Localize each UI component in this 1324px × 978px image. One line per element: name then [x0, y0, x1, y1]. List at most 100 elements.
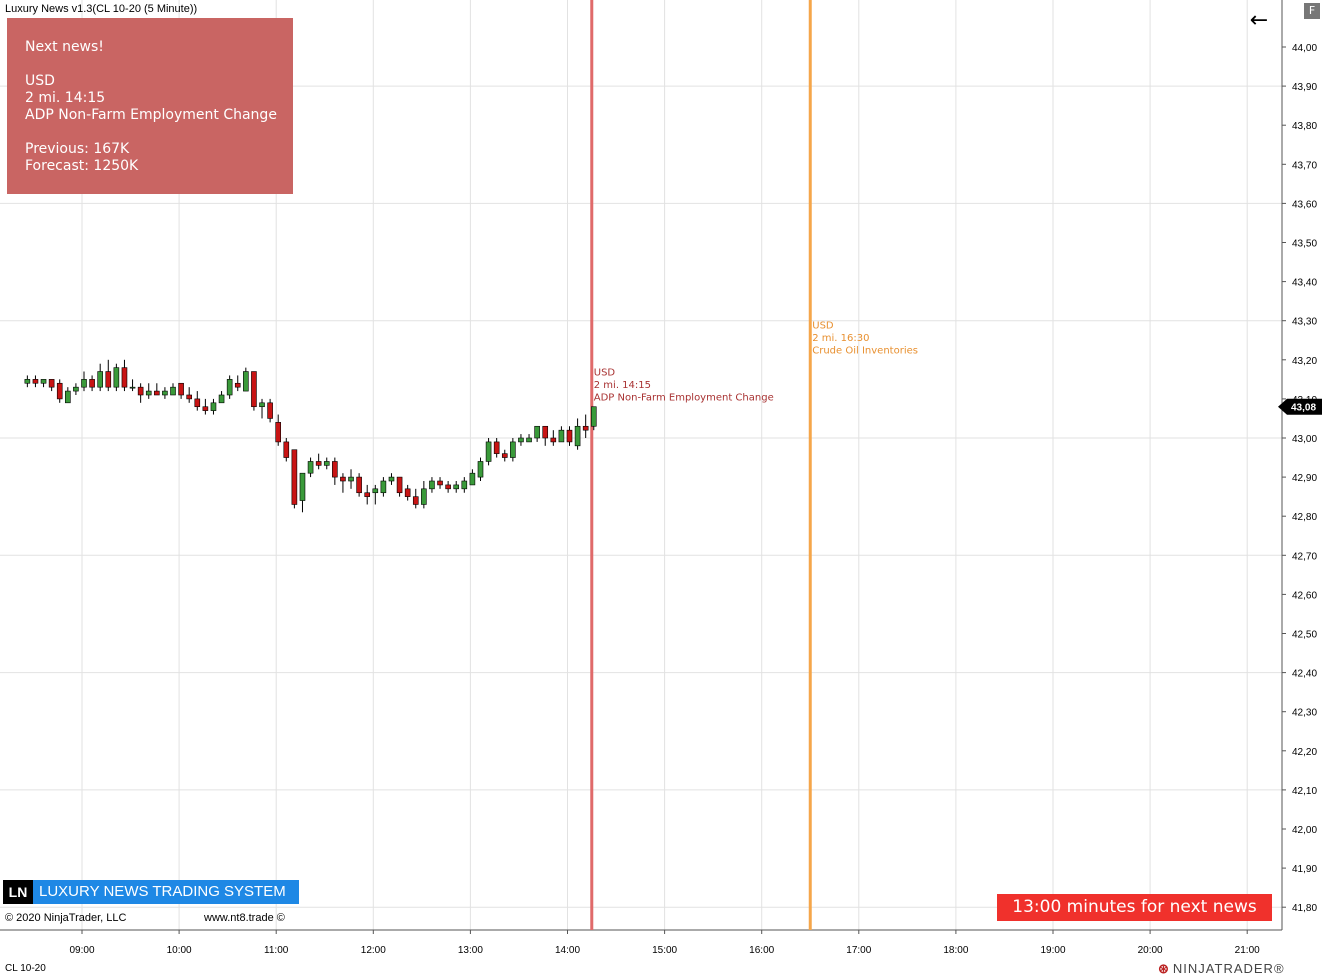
candle-body	[485, 441, 492, 462]
next-news-heading: Next news!	[25, 39, 104, 55]
candle-body	[234, 382, 241, 388]
news-event-label: ADP Non-Farm Employment Change	[594, 392, 774, 403]
candle-body	[283, 441, 290, 458]
candle-body	[461, 480, 468, 490]
x-tick-label: 09:00	[69, 945, 94, 956]
candle-body	[291, 449, 298, 505]
x-tick-label: 18:00	[943, 945, 968, 956]
candle-body	[226, 379, 233, 396]
y-tick-label: 42,00	[1292, 825, 1317, 836]
y-tick-label: 42,20	[1292, 747, 1317, 758]
registered-mark: ®	[1273, 961, 1285, 976]
current-price-label: 43,08	[1291, 403, 1316, 414]
f-button[interactable]: F	[1304, 3, 1320, 19]
candle-body	[129, 386, 136, 389]
y-tick-label: 44,00	[1292, 43, 1317, 54]
candle-body	[477, 461, 484, 478]
y-tick-label: 43,40	[1292, 278, 1317, 289]
candle-body	[56, 382, 63, 400]
current-price-marker	[1278, 398, 1322, 415]
candle-body	[218, 394, 225, 404]
candle-body	[340, 476, 346, 482]
arrow-left-icon[interactable]: ←	[1249, 8, 1269, 33]
y-tick-label: 42,10	[1292, 786, 1317, 797]
y-tick-label: 42,60	[1292, 590, 1317, 601]
y-tick-label: 43,60	[1292, 199, 1317, 210]
x-tick-label: 21:00	[1235, 945, 1260, 956]
y-tick-label: 41,90	[1292, 864, 1317, 875]
x-tick-label: 14:00	[555, 945, 580, 956]
candle-body	[542, 425, 549, 439]
ninjatrader-logo: ⊛ NINJATRADER®	[1158, 961, 1285, 977]
news-event-label: 2 mi. 14:15	[594, 380, 651, 391]
candle-body	[210, 402, 217, 411]
y-tick-label: 42,70	[1292, 551, 1317, 562]
candle-body	[186, 394, 192, 400]
candle-body	[388, 476, 395, 482]
instrument-label: CL 10-20	[5, 963, 46, 974]
x-tick-label: 15:00	[652, 945, 677, 956]
ninjatrader-logo-text: NINJATRADER	[1172, 961, 1274, 976]
next-news-datetime: 2 mi. 14:15	[25, 90, 106, 106]
y-tick-label: 42,90	[1292, 473, 1317, 484]
candle-body	[275, 422, 282, 443]
candle-body	[170, 386, 176, 396]
candle-body	[162, 390, 168, 396]
candle-body	[315, 461, 322, 466]
candle-body	[364, 492, 371, 497]
candle-body	[178, 382, 184, 396]
brand-banner: LN LUXURY NEWS TRADING SYSTEM	[3, 880, 299, 904]
candle-body	[372, 488, 379, 494]
candle-body	[81, 379, 87, 388]
y-tick-label: 43,30	[1292, 317, 1317, 328]
y-tick-label: 43,90	[1292, 82, 1317, 93]
candle-body	[453, 484, 460, 490]
candle-body	[469, 472, 476, 486]
candle-body	[97, 371, 103, 388]
candle-body	[243, 371, 249, 392]
y-tick-label: 43,00	[1292, 434, 1317, 445]
y-tick-label: 42,50	[1292, 630, 1317, 641]
y-tick-label: 42,80	[1292, 512, 1317, 523]
y-tick-label: 43,50	[1292, 239, 1317, 250]
y-tick-label: 43,80	[1292, 121, 1317, 132]
candle-body	[202, 406, 209, 411]
x-tick-label: 20:00	[1138, 945, 1163, 956]
candle-body	[65, 390, 71, 404]
news-event-label: USD	[812, 321, 834, 332]
x-tick-label: 11:00	[264, 945, 289, 956]
candle-body	[574, 425, 581, 447]
candle-body	[332, 461, 338, 478]
next-news-event: ADP Non-Farm Employment Change	[25, 107, 277, 123]
candle-body	[105, 371, 112, 388]
candle-body	[145, 390, 152, 396]
y-tick-label: 43,70	[1292, 160, 1317, 171]
candle-body	[348, 476, 354, 482]
candle-body	[534, 425, 540, 439]
candle-body	[73, 386, 79, 392]
candle-body	[437, 480, 443, 486]
candle-body	[121, 367, 128, 388]
next-news-previous: Previous: 167K	[25, 141, 130, 157]
copyright-text: © 2020 NinjaTrader, LLC	[5, 912, 127, 924]
candle-body	[550, 437, 557, 443]
chart-title: Luxury News v1.3(CL 10-20 (5 Minute))	[5, 3, 198, 15]
candle-body	[40, 379, 47, 384]
news-event-label: USD	[594, 367, 616, 378]
candle-body	[510, 441, 516, 458]
candle-body	[501, 453, 508, 458]
candle-body	[582, 425, 589, 431]
x-tick-label: 10:00	[167, 945, 192, 956]
candle-body	[421, 488, 427, 505]
website-link[interactable]: www.nt8.trade ©	[204, 912, 285, 924]
candle-body	[493, 441, 500, 454]
candle-body	[404, 488, 411, 497]
x-tick-label: 19:00	[1040, 945, 1065, 956]
candle-body	[323, 461, 330, 466]
candle-body	[566, 429, 573, 443]
candle-body	[251, 371, 257, 408]
brand-name: LUXURY NEWS TRADING SYSTEM	[33, 880, 299, 904]
y-tick-label: 42,40	[1292, 669, 1317, 680]
candle-body	[412, 496, 419, 505]
